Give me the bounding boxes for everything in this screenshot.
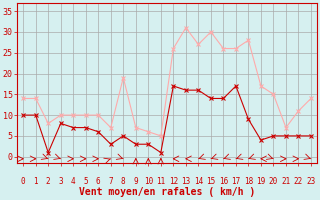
X-axis label: Vent moyen/en rafales ( km/h ): Vent moyen/en rafales ( km/h ) [79, 187, 255, 197]
